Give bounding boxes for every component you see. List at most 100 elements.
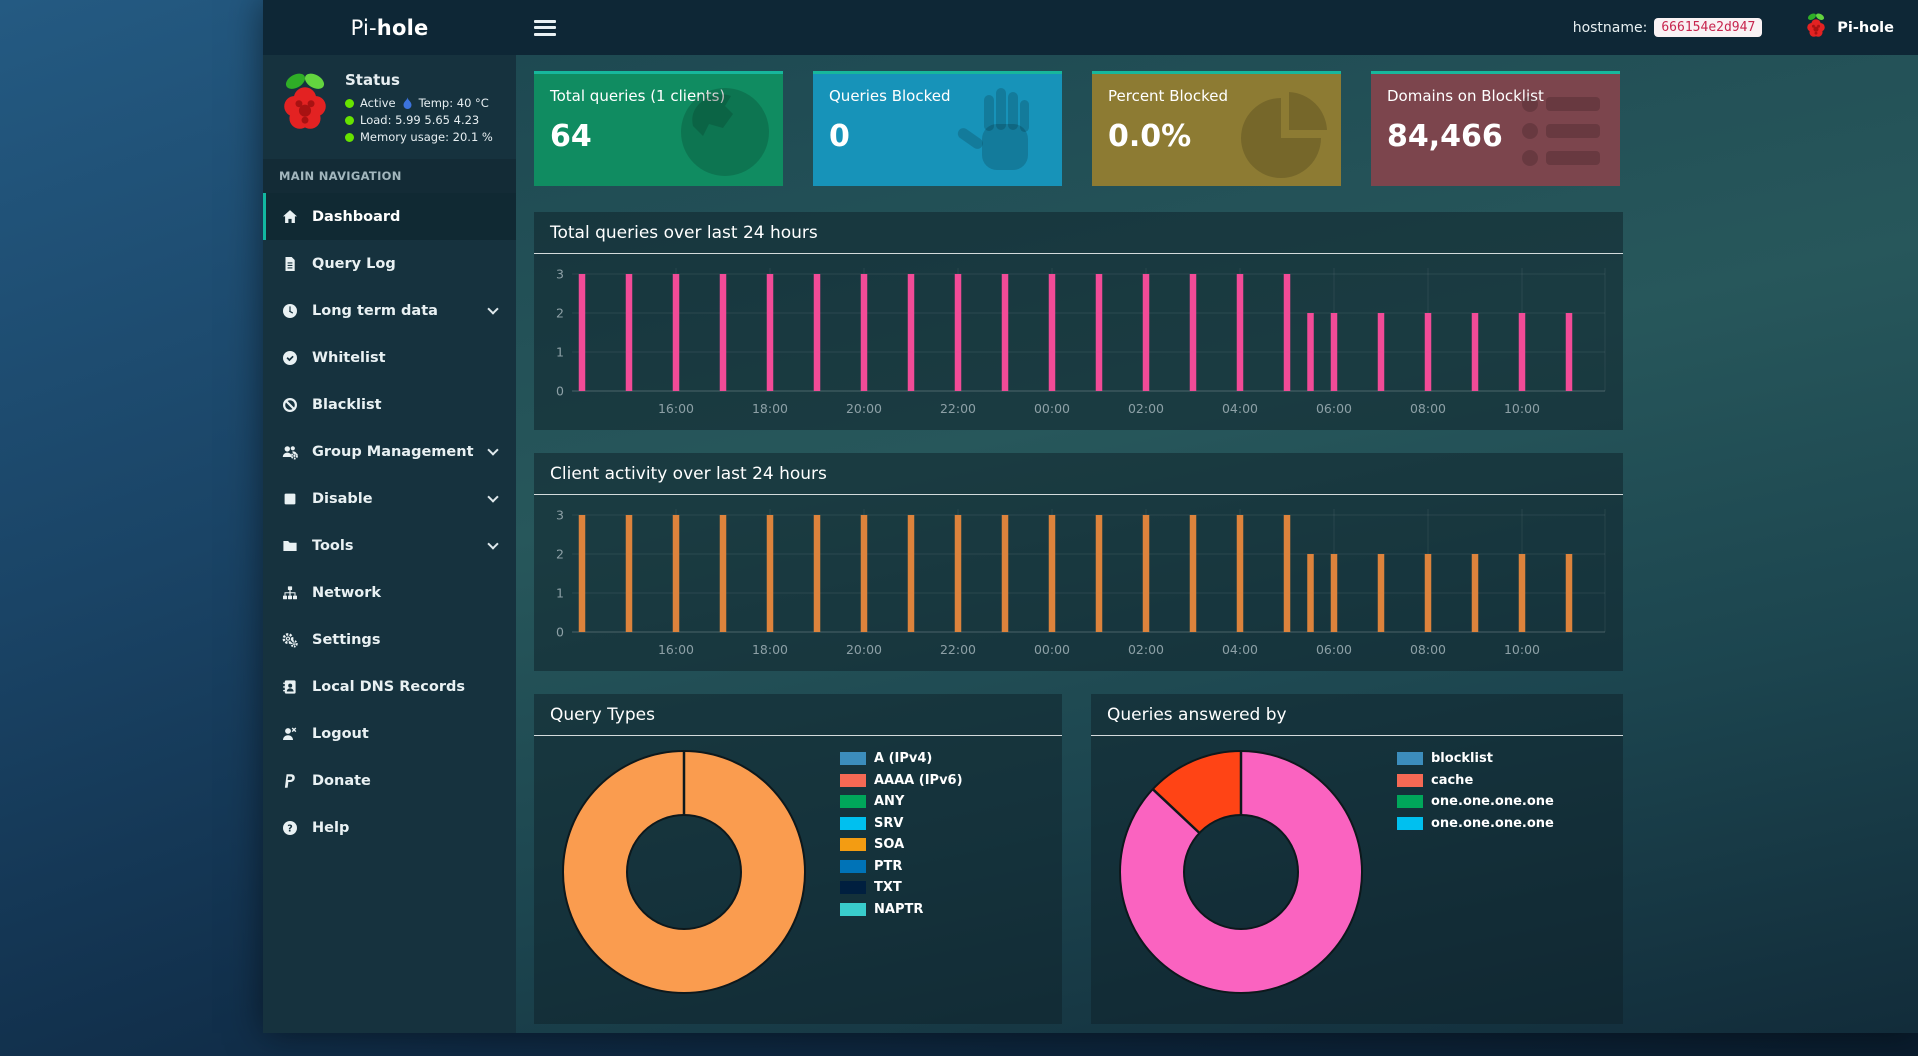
sidebar-item-logout[interactable]: Logout [263,710,516,757]
sidebar-item-label: Donate [312,772,371,789]
legend-swatch [840,795,866,808]
chevron-down-icon [487,443,499,456]
panel-title: Total queries over last 24 hours [534,212,1623,254]
sidebar-item-settings[interactable]: Settings [263,616,516,663]
bar [1307,554,1314,632]
legend-item-cache[interactable]: cache [1397,773,1554,787]
sidebar-toggle-icon[interactable] [534,19,556,36]
legend-label: ANY [874,794,905,809]
svg-text:20:00: 20:00 [846,642,882,657]
status-memory-label: Memory usage: 20.1 % [360,130,493,144]
sidebar-item-disable[interactable]: Disable [263,475,516,522]
bar [672,515,680,632]
status-title: Status [345,71,400,89]
bar [1189,274,1197,391]
bar [1377,554,1385,632]
card-title: Queries Blocked [829,87,951,105]
ban-icon [281,397,299,413]
svg-text:2: 2 [556,306,564,321]
bar [1565,554,1573,632]
svg-text:02:00: 02:00 [1128,642,1164,657]
bar [1565,313,1573,391]
card-title: Total queries (1 clients) [550,87,726,105]
bar [1377,313,1385,391]
chevron-down-icon [487,537,499,550]
card-value: 84,466 [1387,119,1503,154]
stat-card-percent-blocked: Percent Blocked 0.0% [1092,71,1341,186]
main-content: Total queries (1 clients) 64 Queries Block… [516,55,1918,1033]
svg-text:3: 3 [556,267,564,282]
sidebar-item-label: Blacklist [312,396,382,413]
sidebar-menu: Dashboard Query Log Long term data Whitelis… [263,193,516,851]
pihole-home-link[interactable]: Pi-hole [1804,12,1894,43]
legend-item-aaaa-ipv6-[interactable]: AAAA (IPv6) [840,772,963,788]
bar [1001,274,1009,391]
sidebar-item-query-log[interactable]: Query Log [263,240,516,287]
svg-text:?: ? [287,823,293,834]
bar [672,274,680,391]
legend-item-naptr[interactable]: NAPTR [840,901,963,917]
legend-swatch [1397,816,1423,830]
sidebar-item-label: Logout [312,725,369,742]
sidebar-item-local-dns-records[interactable]: Local DNS Records [263,663,516,710]
sidebar-item-blacklist[interactable]: Blacklist [263,381,516,428]
legend-label: PTR [874,858,903,874]
bar [1236,274,1244,391]
bar [954,274,962,391]
pihole-brand-right-label: Pi-hole [1837,19,1894,36]
legend-swatch [1397,773,1423,787]
panel-total-queries-chart: Total queries over last 24 hours 0 1 2 3 16:… [534,212,1623,430]
sidebar-item-tools[interactable]: Tools [263,522,516,569]
bar [1330,313,1338,391]
legend-item-ptr[interactable]: PTR [840,858,963,874]
sidebar-item-group-management[interactable]: Group Management [263,428,516,475]
brand-link[interactable]: Pi-hole [263,0,516,55]
bar [1307,313,1314,391]
sidebar-item-donate[interactable]: Donate [263,757,516,804]
file-icon [281,256,299,272]
bar [625,274,633,391]
address-book-icon [281,679,299,695]
panel-query-types: Query Types A (IPv4) AAAA (IPv6) ANY SRV SOA… [534,694,1062,1024]
sidebar-item-dashboard[interactable]: Dashboard [263,193,516,240]
list-icon [1514,86,1610,178]
svg-text:18:00: 18:00 [752,401,788,416]
legend-swatch [840,881,866,894]
bar [1095,274,1103,391]
legend-item-one-one-one-one[interactable]: one.one.one.one [1397,816,1554,830]
status-load-label: Load: 5.99 5.65 4.23 [360,113,480,127]
bar-chart-canvas: 0 1 2 3 16:00 18:00 20:00 22:00 00:00 02:00 04:00 0… [556,508,1606,657]
legend-item-one-one-one-one[interactable]: one.one.one.one [1397,795,1554,808]
legend-item-txt[interactable]: TXT [840,881,963,894]
bar [1048,274,1056,391]
sidebar-item-long-term-data[interactable]: Long term data [263,287,516,334]
panel-queries-answered-by: Queries answered by blocklist cache one.on… [1091,694,1623,1024]
hostname-value: 666154e2d947 [1654,18,1763,37]
sidebar-section-header: MAIN NAVIGATION [263,159,516,193]
svg-text:3: 3 [556,508,564,523]
sidebar-item-network[interactable]: Network [263,569,516,616]
legend-item-soa[interactable]: SOA [840,838,963,851]
legend-item-a-ipv4-[interactable]: A (IPv4) [840,752,963,765]
sidebar-item-whitelist[interactable]: Whitelist [263,334,516,381]
sidebar-item-help[interactable]: ? Help [263,804,516,851]
legend-item-any[interactable]: ANY [840,795,963,808]
sidebar-item-label: Help [312,819,350,836]
legend-item-srv[interactable]: SRV [840,816,963,830]
legend-label: AAAA (IPv6) [874,772,963,788]
status-panel: Status Active Temp: 40 °C Load: 5.99 5.6… [263,55,516,159]
sidebar-item-label: Disable [312,490,373,507]
bar [1048,515,1056,632]
card-title: Percent Blocked [1108,87,1228,105]
svg-text:20:00: 20:00 [846,401,882,416]
legend-item-blocklist[interactable]: blocklist [1397,752,1554,765]
svg-text:00:00: 00:00 [1034,401,1070,416]
question-icon: ? [281,820,299,836]
card-value: 0 [829,119,850,154]
stop-icon [281,491,299,507]
card-title: Domains on Blocklist [1387,87,1544,105]
status-dot-load [345,116,354,125]
svg-text:2: 2 [556,547,564,562]
legend-label: SOA [874,837,905,852]
legend-label: NAPTR [874,901,924,917]
